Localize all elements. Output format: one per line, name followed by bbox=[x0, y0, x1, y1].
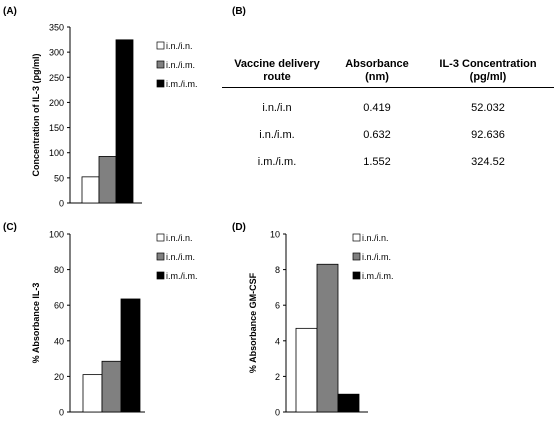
chart-d: 0 2 4 6 8 10 % Absorbance GM-CSF i.n./i.n. i.n./… bbox=[248, 230, 394, 418]
bar bbox=[115, 39, 134, 204]
legend-label: i.n./i.m. bbox=[362, 252, 391, 262]
y-axis-label: % Absorbance IL-3 bbox=[31, 283, 41, 364]
table-row: i.n./i.m. 0.632 92.636 bbox=[222, 129, 554, 142]
cell-route: i.n./i.m. bbox=[259, 129, 295, 141]
legend-label: i.m./i.m. bbox=[166, 271, 198, 281]
legend-label: i.n./i.n. bbox=[166, 233, 193, 243]
y-tick-label: 40 bbox=[54, 336, 64, 346]
legend-swatch bbox=[156, 233, 165, 242]
header-absorbance: Absorbance (nm) bbox=[345, 58, 409, 83]
cell-concentration: 52.032 bbox=[471, 102, 505, 114]
panel-label-a: (A) bbox=[3, 6, 17, 17]
table-row: i.n./i.n 0.419 52.032 bbox=[222, 102, 554, 115]
legend-swatch bbox=[352, 252, 361, 261]
bar bbox=[337, 393, 360, 413]
y-tick-label: 0 bbox=[59, 408, 64, 418]
bar bbox=[101, 360, 122, 413]
panel-label-d: (D) bbox=[232, 222, 246, 233]
legend-swatch bbox=[156, 79, 165, 88]
bar bbox=[120, 298, 141, 413]
y-axis-label: % Absorbance GM-CSF bbox=[248, 272, 258, 373]
legend-swatch bbox=[156, 271, 165, 280]
bar bbox=[82, 374, 103, 413]
legend-swatch bbox=[156, 252, 165, 261]
legend-swatch bbox=[156, 60, 165, 69]
y-tick-label: 50 bbox=[54, 173, 64, 183]
bar bbox=[81, 176, 100, 204]
legend-label: i.m./i.m. bbox=[166, 79, 198, 89]
bar bbox=[98, 156, 117, 204]
legend-swatch bbox=[352, 233, 361, 242]
y-tick-label: 100 bbox=[49, 148, 64, 158]
panel-label-b: (B) bbox=[232, 6, 246, 17]
cell-absorbance: 1.552 bbox=[363, 156, 391, 168]
cell-route: i.m./i.m. bbox=[257, 156, 297, 168]
y-tick-label: 200 bbox=[49, 98, 64, 108]
y-tick-label: 8 bbox=[275, 265, 280, 275]
cell-concentration: 92.636 bbox=[471, 129, 505, 141]
table-row: i.m./i.m. 1.552 324.52 bbox=[222, 156, 554, 169]
results-table: Vaccine delivery route Absorbance (nm) I… bbox=[222, 58, 554, 169]
y-tick-label: 80 bbox=[54, 265, 64, 275]
legend-label: i.m./i.m. bbox=[362, 271, 394, 281]
legend-label: i.n./i.m. bbox=[166, 60, 195, 70]
table-header: Vaccine delivery route Absorbance (nm) I… bbox=[222, 58, 554, 88]
legend-swatch bbox=[156, 41, 165, 50]
y-tick-label: 100 bbox=[49, 230, 64, 240]
y-tick-label: 60 bbox=[54, 301, 64, 311]
y-tick-label: 4 bbox=[275, 336, 280, 346]
cell-absorbance: 0.419 bbox=[363, 102, 391, 114]
y-tick-label: 20 bbox=[54, 372, 64, 382]
y-tick-label: 300 bbox=[49, 48, 64, 58]
legend-label: i.n./i.n. bbox=[166, 41, 193, 51]
bar bbox=[295, 327, 318, 413]
y-axis-label: Concentration of IL-3 (pg/ml) bbox=[31, 54, 41, 177]
y-tick-label: 10 bbox=[270, 230, 280, 240]
y-tick-label: 150 bbox=[49, 123, 64, 133]
y-tick-label: 2 bbox=[275, 372, 280, 382]
y-tick-label: 6 bbox=[275, 301, 280, 311]
y-tick-label: 250 bbox=[49, 73, 64, 83]
y-tick-label: 0 bbox=[275, 408, 280, 418]
legend-label: i.n./i.m. bbox=[166, 252, 195, 262]
chart-c: 0 20 40 60 80 100 % Absorbance IL-3 i.n./i.n. i.… bbox=[31, 230, 198, 418]
legend-swatch bbox=[352, 271, 361, 280]
y-tick-label: 350 bbox=[49, 23, 64, 33]
y-tick-label: 0 bbox=[59, 199, 64, 209]
legend-label: i.n./i.n. bbox=[362, 233, 389, 243]
chart-a: 0 50 100 150 200 250 300 350 Concentration of IL… bbox=[31, 23, 198, 209]
bar bbox=[316, 263, 339, 413]
cell-route: i.n./i.n bbox=[262, 102, 292, 114]
panel-label-c: (C) bbox=[3, 222, 17, 233]
cell-absorbance: 0.632 bbox=[363, 129, 391, 141]
header-route: Vaccine delivery route bbox=[234, 58, 320, 83]
header-concentration: IL-3 Concentration (pg/ml) bbox=[439, 58, 537, 83]
cell-concentration: 324.52 bbox=[471, 156, 505, 168]
